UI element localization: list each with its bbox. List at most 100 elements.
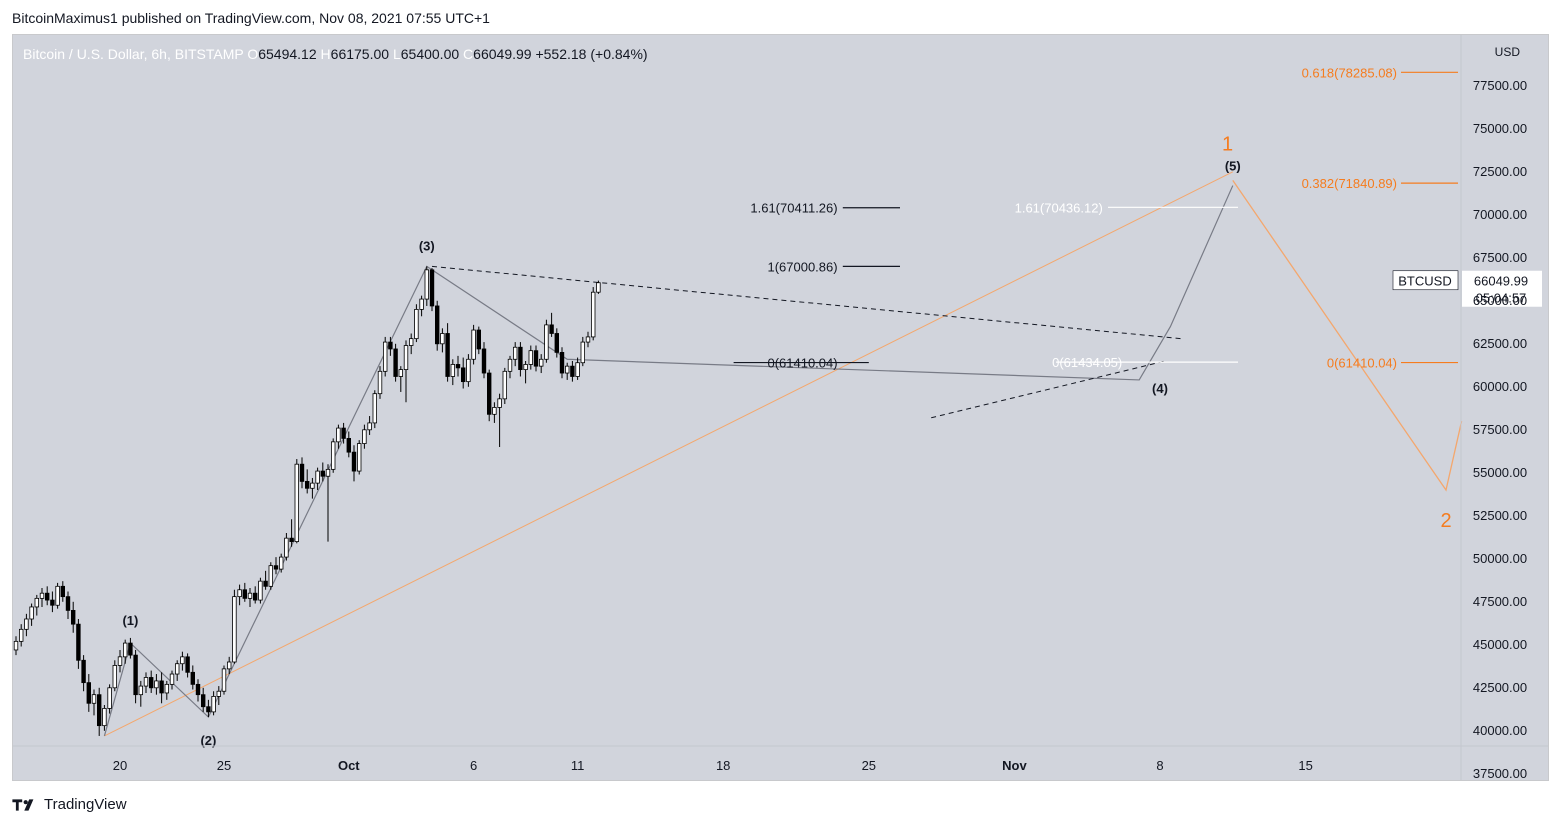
- candle-body-down: [341, 427, 346, 439]
- candle-body-up: [278, 556, 284, 570]
- legend-l-value: 65400.00: [401, 46, 460, 62]
- candle-body-up: [414, 308, 419, 340]
- candle: [190, 665, 195, 690]
- y-tick-label: 47500.00: [1473, 594, 1527, 609]
- fib-level-label: 0.618(78285.08): [1302, 65, 1397, 80]
- candle-body-down: [195, 683, 201, 696]
- candle: [393, 343, 398, 382]
- candle-body-up: [211, 696, 216, 713]
- candle: [481, 342, 487, 379]
- candle: [159, 672, 164, 704]
- candle: [351, 445, 357, 482]
- candle-body-up: [216, 690, 221, 697]
- y-tick-label: 60000.00: [1473, 379, 1527, 394]
- candle: [107, 684, 112, 714]
- candle: [19, 624, 24, 647]
- candle-body-up: [164, 683, 169, 694]
- candle-body-up: [544, 324, 549, 360]
- candle: [341, 422, 346, 444]
- candle: [315, 467, 320, 490]
- candle-body-down: [388, 341, 393, 350]
- candle: [466, 354, 471, 387]
- candle: [221, 665, 227, 695]
- candle-body-up: [497, 398, 502, 408]
- candle: [71, 601, 76, 633]
- candle-body-down: [148, 677, 154, 689]
- candle-body-down: [320, 470, 325, 477]
- candle: [523, 361, 528, 384]
- fib-level-label: 0(61410.04): [767, 356, 837, 371]
- candle: [382, 336, 388, 377]
- candle: [596, 280, 601, 294]
- candle-body-up: [310, 482, 315, 489]
- candle: [445, 323, 450, 382]
- candle-body-up: [13, 640, 19, 651]
- candle: [434, 300, 440, 351]
- candle-body-up: [367, 422, 372, 431]
- symbol-badge-text: BTCUSD: [1398, 274, 1451, 289]
- candle: [76, 619, 81, 669]
- candle: [81, 655, 86, 692]
- candle-body-up: [258, 580, 263, 601]
- candle: [91, 689, 97, 716]
- candle: [284, 533, 289, 561]
- candle-body-up: [585, 336, 591, 343]
- candle: [450, 359, 455, 386]
- chart-panel[interactable]: Bitcoin / U.S. Dollar, 6h, BITSTAMP O654…: [12, 34, 1549, 781]
- candle-body-up: [19, 628, 24, 642]
- candle-body-down: [206, 706, 211, 713]
- candle-body-up: [180, 656, 185, 665]
- candle-body-up: [424, 269, 429, 300]
- candle: [554, 328, 559, 358]
- candle-body-down: [481, 348, 487, 374]
- candle-body-up: [575, 362, 580, 377]
- candle-body-down: [200, 694, 206, 708]
- candle: [528, 345, 533, 370]
- candle: [471, 324, 476, 365]
- candle: [294, 459, 299, 544]
- candle-body-down: [351, 451, 357, 472]
- candle-body-up: [356, 443, 362, 472]
- y-axis-unit: USD: [1495, 45, 1521, 59]
- candle: [97, 687, 102, 736]
- candle-body-down: [445, 333, 450, 377]
- candle: [273, 557, 279, 575]
- x-tick-label: Oct: [338, 758, 360, 773]
- symbol-badge: [1392, 270, 1459, 291]
- candle-body-down: [304, 480, 310, 489]
- price-badge: [1462, 270, 1542, 307]
- orange-wave2-projection: [1232, 180, 1463, 492]
- candle: [403, 340, 409, 403]
- candle-body-up: [247, 592, 253, 599]
- candle: [539, 354, 544, 374]
- candle: [486, 369, 492, 422]
- price-chart[interactable]: Bitcoin / U.S. Dollar, 6h, BITSTAMP O654…: [13, 35, 1548, 780]
- x-tick-label: 6: [470, 758, 477, 773]
- candle-body-down: [346, 437, 351, 453]
- symbol-legend: Bitcoin / U.S. Dollar, 6h, BITSTAMP O654…: [23, 46, 648, 62]
- legend-h-value: 66175.00: [331, 46, 390, 62]
- candle: [148, 670, 154, 693]
- candle: [252, 586, 258, 604]
- plot-area[interactable]: [13, 35, 1461, 746]
- candle-body-up: [55, 585, 60, 606]
- wave-label-orange: 1: [1222, 133, 1233, 155]
- candle-body-up: [325, 468, 331, 477]
- x-tick-label: 8: [1156, 758, 1163, 773]
- y-tick-label: 72500.00: [1473, 164, 1527, 179]
- candle-body-down: [533, 350, 539, 367]
- candle: [278, 553, 284, 573]
- candle-body-up: [466, 358, 471, 383]
- candle: [570, 361, 575, 382]
- candle-body-down: [242, 589, 247, 599]
- candle: [320, 462, 325, 482]
- legend-symbol-desc: Bitcoin / U.S. Dollar, 6h, BITSTAMP: [23, 46, 243, 62]
- fib-level-label: 0(61434.05): [1052, 355, 1122, 370]
- x-tick-label: Nov: [1002, 758, 1027, 773]
- candle-body-up: [91, 694, 97, 704]
- candle-body-up: [112, 665, 117, 689]
- candle-body-up: [450, 364, 455, 377]
- candle: [55, 582, 60, 609]
- candle-body-down: [486, 372, 492, 415]
- candle: [206, 699, 211, 718]
